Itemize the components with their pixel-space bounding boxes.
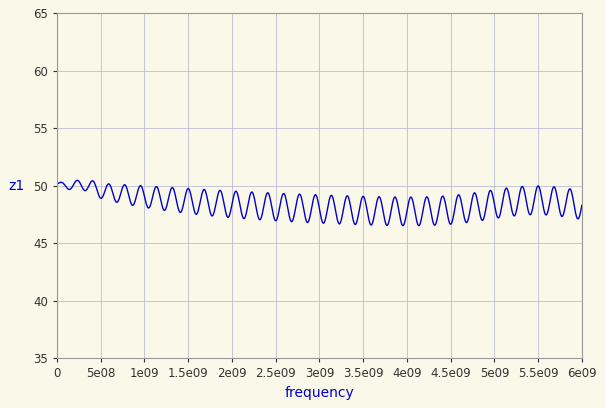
Y-axis label: z1: z1	[8, 179, 25, 193]
X-axis label: frequency: frequency	[284, 386, 355, 400]
